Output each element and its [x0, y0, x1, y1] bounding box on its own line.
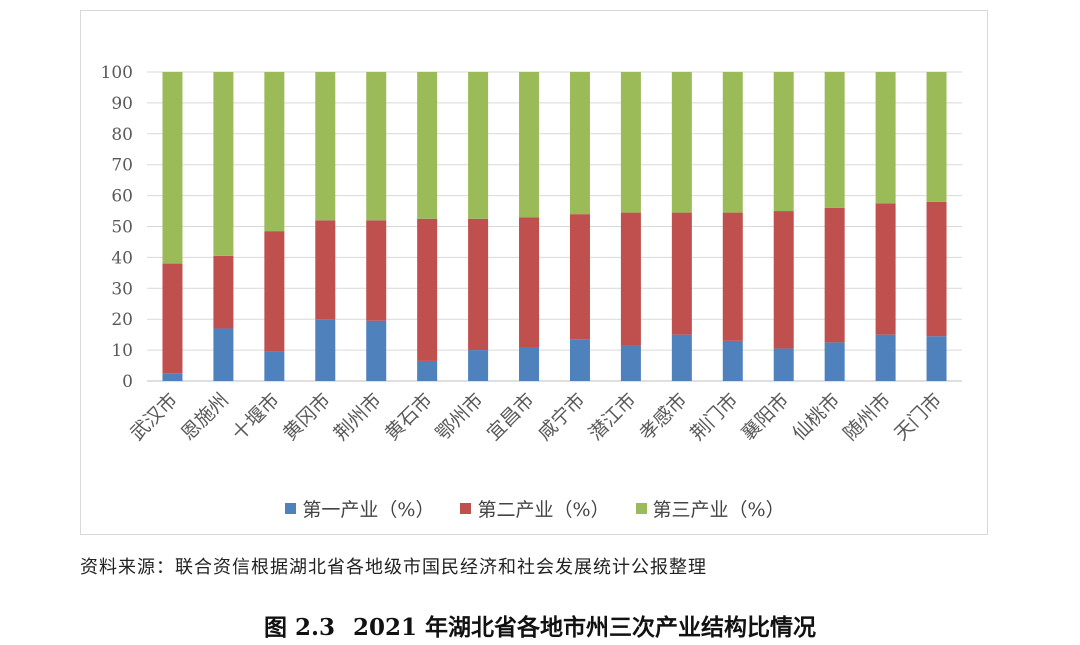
bar-tertiary-3: [315, 72, 336, 221]
y-tick-label: 90: [111, 94, 133, 114]
y-tick-label: 10: [111, 341, 133, 361]
bar-tertiary-11: [722, 72, 743, 213]
y-tick-label: 80: [111, 125, 133, 145]
legend-label-tertiary: 第三产业（%）: [652, 499, 785, 521]
bar-tertiary-1: [213, 72, 234, 256]
y-tick-label: 20: [111, 310, 133, 330]
bar-secondary-14: [875, 203, 896, 335]
x-tick-label: 孝感市: [636, 389, 692, 445]
x-tick-label: 荆州市: [330, 389, 386, 445]
chart-legend: 第一产业（%） 第二产业（%） 第三产业（%）: [81, 495, 989, 522]
bar-tertiary-12: [773, 72, 794, 212]
bar-secondary-7: [519, 217, 540, 348]
bar-tertiary-7: [519, 72, 540, 218]
bar-secondary-6: [468, 218, 489, 351]
bar-secondary-5: [417, 218, 438, 361]
bar-primary-12: [773, 348, 794, 381]
y-tick-label: 40: [111, 248, 133, 268]
x-tick-label: 潜江市: [585, 389, 641, 445]
bar-primary-3: [315, 319, 336, 381]
legend-label-primary: 第一产业（%）: [302, 499, 435, 521]
bar-tertiary-5: [417, 72, 438, 219]
bar-primary-2: [264, 351, 285, 381]
figure-caption: 图 2.3 2021 年湖北省各地市州三次产业结构比情况: [0, 608, 1080, 642]
source-note: 资料来源：联合资信根据湖北省各地级市国民经济和社会发展统计公报整理: [80, 557, 707, 578]
legend-item-primary: 第一产业（%）: [285, 495, 434, 522]
bar-primary-8: [569, 339, 590, 381]
bar-tertiary-14: [875, 72, 896, 204]
x-tick-label: 天门市: [890, 389, 946, 445]
bar-tertiary-8: [569, 72, 590, 215]
bar-primary-0: [162, 373, 183, 381]
bar-tertiary-10: [671, 72, 692, 213]
bar-secondary-12: [773, 211, 794, 349]
bar-primary-4: [366, 320, 387, 381]
legend-swatch-secondary: [460, 503, 472, 514]
bar-secondary-4: [366, 220, 387, 321]
y-tick-label: 100: [101, 63, 133, 83]
y-tick-label: 70: [111, 156, 133, 176]
bar-secondary-3: [315, 220, 336, 320]
legend-swatch-tertiary: [635, 503, 647, 514]
bar-tertiary-9: [620, 72, 641, 213]
stacked-bar-chart: 0 10 20 30 40 50 60 70 80 90 100 武汉市恩施州十堰市黄冈市荆州市黄石市…: [101, 63, 962, 445]
y-tick-label: 30: [111, 279, 133, 299]
bar-tertiary-15: [926, 72, 947, 202]
x-tick-label: 武汉市: [126, 389, 182, 445]
legend-swatch-primary: [285, 503, 297, 514]
x-tick-label: 荆门市: [686, 389, 742, 445]
bar-secondary-8: [569, 214, 590, 340]
x-tick-label: 鄂州市: [432, 389, 488, 445]
bar-secondary-15: [926, 201, 947, 337]
y-tick-label: 0: [122, 372, 133, 392]
bar-primary-14: [875, 334, 896, 381]
bar-secondary-11: [722, 212, 743, 341]
bar-secondary-10: [671, 212, 692, 335]
bar-primary-5: [417, 360, 438, 381]
bar-secondary-1: [213, 255, 234, 329]
x-tick-label: 襄阳市: [737, 389, 793, 445]
bar-tertiary-4: [366, 72, 387, 221]
y-tick-label: 50: [111, 218, 133, 238]
x-tick-label: 恩施州: [177, 389, 233, 445]
x-tick-label: 宜昌市: [483, 389, 539, 445]
x-tick-label: 咸宁市: [534, 389, 590, 445]
figure-title: 2021 年湖北省各地市州三次产业结构比情况: [353, 614, 817, 641]
bar-secondary-13: [824, 207, 845, 343]
bar-tertiary-13: [824, 72, 845, 208]
legend-item-secondary: 第二产业（%）: [460, 495, 610, 522]
bar-tertiary-0: [162, 72, 183, 264]
bar-secondary-0: [162, 263, 183, 374]
bar-primary-13: [824, 342, 845, 381]
bar-primary-1: [213, 328, 234, 381]
bar-primary-9: [620, 345, 641, 381]
bar-tertiary-2: [264, 72, 285, 232]
bar-primary-11: [722, 340, 743, 381]
x-tick-label: 仙桃市: [788, 389, 844, 445]
x-tick-label: 十堰市: [228, 389, 284, 445]
y-tick-label: 60: [111, 187, 133, 207]
bar-secondary-9: [620, 212, 641, 346]
legend-label-secondary: 第二产业（%）: [477, 499, 610, 521]
x-tick-label: 黄石市: [381, 389, 437, 445]
x-tick-label: 随州市: [839, 389, 895, 445]
x-tick-label: 黄冈市: [279, 389, 335, 445]
figure-number: 图 2.3: [263, 614, 335, 641]
bar-secondary-2: [264, 231, 285, 352]
bar-primary-10: [671, 334, 692, 381]
legend-item-tertiary: 第三产业（%）: [635, 495, 785, 522]
bar-primary-7: [519, 347, 540, 381]
bar-primary-6: [468, 350, 489, 381]
bar-primary-15: [926, 336, 947, 381]
chart-frame: 0 10 20 30 40 50 60 70 80 90 100 武汉市 恩施州 十堰市 黄冈市 荆州市 黄石市…: [80, 10, 988, 535]
bar-tertiary-6: [468, 72, 489, 219]
